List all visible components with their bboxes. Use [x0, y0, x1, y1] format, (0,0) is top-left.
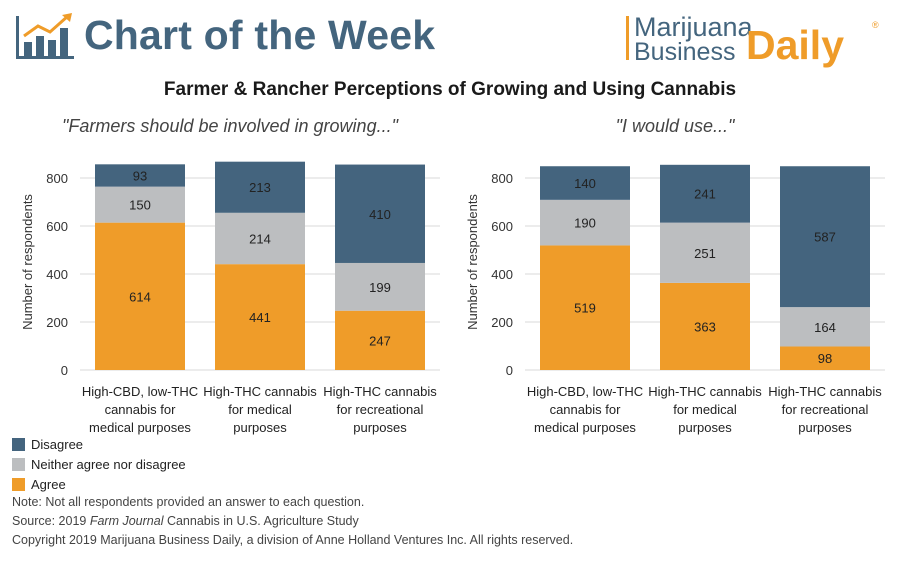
- data-label: 213: [249, 180, 271, 195]
- bar-segment-agree: [780, 346, 870, 370]
- footer-source: Source: 2019 Farm Journal Cannabis in U.…: [12, 512, 573, 531]
- data-label: 241: [694, 187, 716, 202]
- chart-subtitle: "Farmers should be involved in growing..…: [62, 116, 398, 136]
- y-tick-label: 800: [46, 171, 68, 186]
- footer-notes: Note: Not all respondents provided an an…: [12, 493, 573, 550]
- data-label: 164: [814, 320, 836, 335]
- y-tick-label: 800: [491, 171, 513, 186]
- x-category-label: for recreational: [337, 402, 424, 417]
- data-label: 410: [369, 207, 391, 222]
- x-category-label: medical purposes: [89, 420, 191, 435]
- source-italic: Farm Journal: [89, 514, 164, 528]
- x-category-label: High-THC cannabis: [323, 384, 437, 399]
- x-category-label: purposes: [798, 420, 852, 435]
- chart-growing: "Farmers should be involved in growing..…: [10, 116, 450, 436]
- legend: Disagree Neither agree nor disagree Agre…: [12, 434, 186, 494]
- source-suffix: Cannabis in U.S. Agriculture Study: [163, 514, 359, 528]
- bar-segment-disagree: [95, 164, 185, 187]
- data-label: 587: [814, 230, 836, 245]
- x-category-label: High-THC cannabis: [768, 384, 882, 399]
- bar-segment-agree: [660, 282, 750, 370]
- legend-swatch-agree: [12, 477, 25, 491]
- bar-segment-neither: [95, 186, 185, 223]
- y-tick-label: 600: [46, 219, 68, 234]
- source-prefix: Source: 2019: [12, 514, 90, 528]
- bar-segment-neither: [215, 212, 305, 265]
- brand-line1: Marijuana: [634, 12, 753, 42]
- chart-subtitle: "I would use...": [615, 116, 735, 136]
- brand-line2: Business: [634, 38, 736, 66]
- legend-swatch-neither: [12, 457, 25, 471]
- legend-item-agree: Agree: [12, 474, 186, 494]
- bar-segment-neither: [335, 262, 425, 311]
- legend-item-neither: Neither agree nor disagree: [12, 454, 186, 474]
- bar-segment-agree: [95, 222, 185, 370]
- legend-label: Disagree: [31, 436, 84, 452]
- data-label: 247: [369, 333, 391, 348]
- data-label: 363: [694, 319, 716, 334]
- brand-registered: ®: [872, 20, 879, 30]
- x-category-label: High-THC cannabis: [648, 384, 762, 399]
- legend-label: Agree: [31, 476, 66, 492]
- data-label: 214: [249, 231, 271, 246]
- y-axis-label: Number of respondents: [465, 194, 480, 330]
- header-title: Chart of the Week: [84, 12, 436, 58]
- data-label: 519: [574, 301, 596, 316]
- bar-segment-neither: [540, 199, 630, 246]
- chart-using: "I would use..." 0 200 400 600 800 Number of …: [455, 116, 895, 436]
- data-label: 140: [574, 176, 596, 191]
- bar-segment-agree: [215, 264, 305, 370]
- footer-note: Note: Not all respondents provided an an…: [12, 495, 365, 509]
- bar-segment-agree: [540, 245, 630, 370]
- x-category-label: cannabis for: [550, 402, 621, 417]
- y-tick-label: 400: [491, 267, 513, 282]
- legend-swatch-disagree: [12, 437, 25, 451]
- bar-segment-disagree: [335, 164, 425, 263]
- bar-segment-disagree: [540, 166, 630, 200]
- data-label: 93: [133, 168, 147, 183]
- bar-segment-neither: [660, 222, 750, 283]
- footer-copyright: Copyright 2019 Marijuana Business Daily,…: [12, 533, 574, 547]
- y-tick-label: 400: [46, 267, 68, 282]
- chart-using-svg: 0 200 400 600 800 Number of respondents 519 190…: [465, 164, 885, 435]
- x-category-label: High-CBD, low-THC: [82, 384, 198, 399]
- data-label: 150: [129, 198, 151, 213]
- x-category-label: medical purposes: [534, 420, 636, 435]
- x-category-label: for medical: [228, 402, 292, 417]
- data-label: 614: [129, 289, 151, 304]
- chart-logo-icon: [16, 13, 74, 59]
- header: Chart of the Week Marijuana Business Dai…: [0, 0, 900, 70]
- data-label: 251: [694, 246, 716, 261]
- x-category-label: for medical: [673, 402, 737, 417]
- y-tick-label: 200: [46, 315, 68, 330]
- legend-label: Neither agree nor disagree: [31, 456, 186, 472]
- data-label: 190: [574, 216, 596, 231]
- data-label: 441: [249, 310, 271, 325]
- bar-segment-neither: [780, 307, 870, 347]
- y-axis-label: Number of respondents: [20, 194, 35, 330]
- main-title: Farmer & Rancher Perceptions of Growing …: [163, 79, 737, 100]
- x-category-label: High-THC cannabis: [203, 384, 317, 399]
- y-tick-label: 0: [506, 363, 513, 378]
- data-label: 199: [369, 280, 391, 295]
- y-tick-label: 0: [61, 363, 68, 378]
- x-category-label: High-CBD, low-THC: [527, 384, 643, 399]
- y-tick-label: 600: [491, 219, 513, 234]
- x-category-label: for recreational: [782, 402, 869, 417]
- bar-segment-disagree: [215, 161, 305, 213]
- data-label: 98: [818, 351, 832, 366]
- bar-segment-disagree: [780, 166, 870, 308]
- chart-growing-svg: 0 200 400 600 800 Number of respondents 614 150…: [20, 161, 440, 435]
- x-category-label: purposes: [233, 420, 287, 435]
- legend-item-disagree: Disagree: [12, 434, 186, 454]
- bar-segment-disagree: [660, 164, 750, 223]
- brand-daily: Daily: [746, 22, 844, 68]
- brand-logo: Marijuana Business Daily ®: [626, 12, 886, 68]
- y-tick-label: 200: [491, 315, 513, 330]
- x-category-label: purposes: [678, 420, 732, 435]
- bar-segment-agree: [335, 310, 425, 370]
- x-category-label: purposes: [353, 420, 407, 435]
- x-category-label: cannabis for: [105, 402, 176, 417]
